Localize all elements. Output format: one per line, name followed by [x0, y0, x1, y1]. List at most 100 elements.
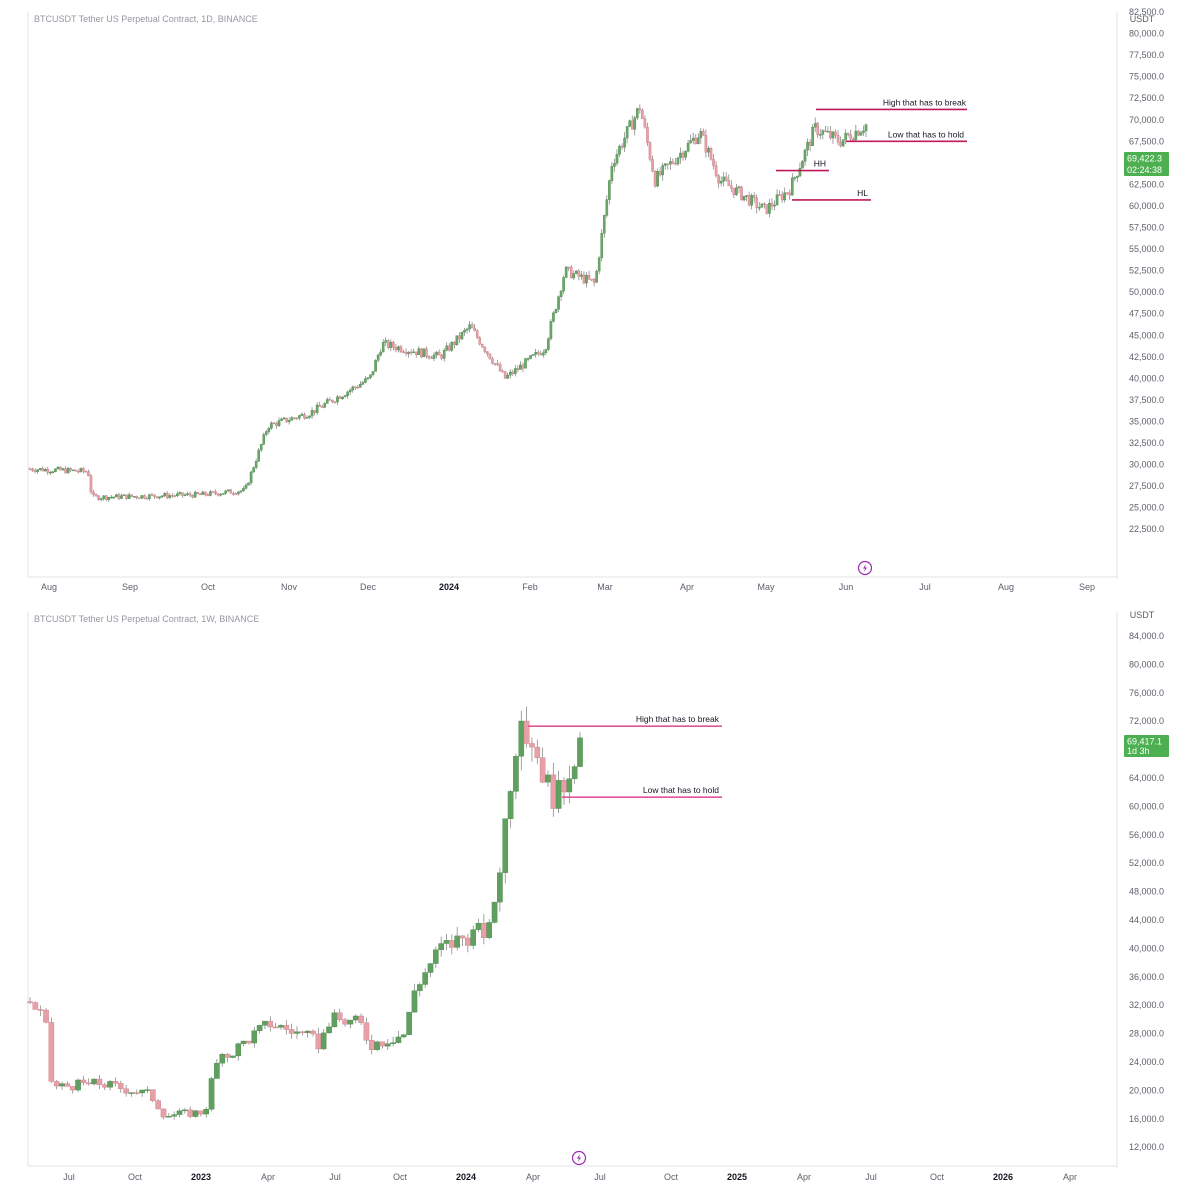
candle-body	[686, 142, 690, 152]
candle-body	[211, 491, 215, 493]
candle-body	[305, 417, 309, 419]
candle-body	[646, 126, 649, 143]
candle-body	[536, 351, 540, 354]
candle-body	[242, 488, 245, 492]
candle-body	[666, 163, 670, 165]
y-tick-label: 44,000.0	[1129, 915, 1164, 925]
candle-body	[511, 371, 515, 374]
candle-body	[97, 495, 100, 500]
candle-body	[468, 324, 471, 330]
candle-body	[69, 468, 72, 471]
candle-body	[308, 415, 311, 418]
candle-body	[577, 737, 583, 767]
x-tick-label: Jul	[329, 1172, 341, 1182]
candle-body	[392, 341, 395, 348]
x-tick-label: Oct	[393, 1172, 408, 1182]
candle-body	[679, 152, 682, 159]
candle-body	[523, 720, 530, 744]
candle-body	[230, 1055, 236, 1058]
candle-body	[447, 345, 451, 351]
candle-body	[376, 354, 380, 361]
y-tick-label: 42,500.0	[1129, 352, 1164, 362]
x-tick-label: 2025	[727, 1172, 747, 1182]
candle-body	[841, 139, 845, 147]
candle-body	[150, 1089, 156, 1101]
candle-body	[435, 351, 438, 356]
candle-body	[158, 496, 161, 499]
candle-body	[422, 972, 428, 985]
chart-panel-daily: BTCUSDT Tether US Perpetual Contract, 1D…	[0, 0, 1200, 600]
x-tick-label: Jun	[839, 582, 854, 592]
y-tick-label: 32,000.0	[1129, 1000, 1164, 1010]
candle-body	[214, 491, 217, 494]
annotation-label: HL	[857, 188, 868, 198]
candle-body	[651, 159, 654, 172]
candle-body	[176, 493, 179, 496]
candle-body	[187, 1109, 193, 1117]
candle-body	[763, 203, 766, 206]
candle-body	[144, 1089, 151, 1091]
candle-body	[203, 1109, 210, 1115]
candle-body	[379, 351, 382, 356]
x-tick-label: Apr	[797, 1172, 811, 1182]
candle-body	[430, 357, 433, 359]
candle-body	[559, 290, 563, 297]
candle-body	[173, 495, 177, 497]
x-tick-label: 2024	[456, 1172, 476, 1182]
lightning-icon[interactable]	[857, 560, 873, 576]
candle-body	[597, 257, 601, 272]
candle-body	[411, 990, 418, 1013]
annotation-label: HH	[814, 159, 826, 169]
candle-body	[56, 466, 60, 470]
chart-canvas-weekly[interactable]: BTCUSDT Tether US Perpetual Contract, 1W…	[0, 600, 1200, 1200]
candle-body	[503, 371, 507, 379]
candle-body	[101, 1084, 108, 1088]
candle-body	[694, 137, 698, 144]
candle-body	[465, 328, 469, 331]
candle-body	[166, 1116, 172, 1118]
last-price-value: 69,422.3	[1127, 154, 1162, 164]
candle-body	[488, 353, 492, 360]
y-tick-label: 70,000.0	[1129, 115, 1164, 125]
candle-body	[808, 141, 812, 146]
candle-body	[320, 1032, 327, 1050]
candle-body	[507, 791, 514, 819]
candle-body	[618, 145, 621, 155]
chart-canvas-daily[interactable]: BTCUSDT Tether US Perpetual Contract, 1D…	[0, 0, 1200, 600]
candle-body	[496, 363, 499, 365]
candle-body	[252, 467, 255, 473]
candle-body	[384, 1043, 391, 1047]
candle-body	[539, 757, 546, 783]
candle-body	[803, 149, 807, 162]
y-tick-label: 80,000.0	[1129, 659, 1164, 669]
x-tick-label: 2026	[993, 1172, 1013, 1182]
candle-body	[84, 471, 88, 473]
candle-body	[555, 780, 562, 809]
candle-body	[453, 342, 456, 345]
candle-body	[323, 403, 327, 408]
candle-body	[730, 185, 733, 189]
candle-body	[234, 493, 238, 495]
x-tick-label: Nov	[281, 582, 298, 592]
lightning-icon[interactable]	[571, 1150, 587, 1166]
candle-body	[333, 401, 337, 404]
candle-body	[117, 1083, 124, 1089]
candle-body	[204, 491, 207, 496]
candle-body	[283, 1025, 290, 1030]
candle-body	[681, 152, 685, 158]
candle-body	[125, 494, 128, 499]
candle-body	[206, 494, 210, 497]
candle-body	[163, 493, 166, 497]
candle-body	[831, 131, 835, 139]
candle-body	[747, 195, 751, 206]
candle-body	[514, 368, 517, 374]
y-tick-label: 52,500.0	[1129, 266, 1164, 276]
candle-body	[304, 1030, 311, 1033]
y-tick-label: 28,000.0	[1129, 1029, 1164, 1039]
y-tick-label: 84,000.0	[1129, 631, 1164, 641]
y-tick-label: 30,000.0	[1129, 460, 1164, 470]
x-tick-label: Apr	[680, 582, 694, 592]
candle-body	[342, 1019, 348, 1025]
candle-body	[796, 175, 799, 178]
candle-body	[331, 1012, 338, 1028]
